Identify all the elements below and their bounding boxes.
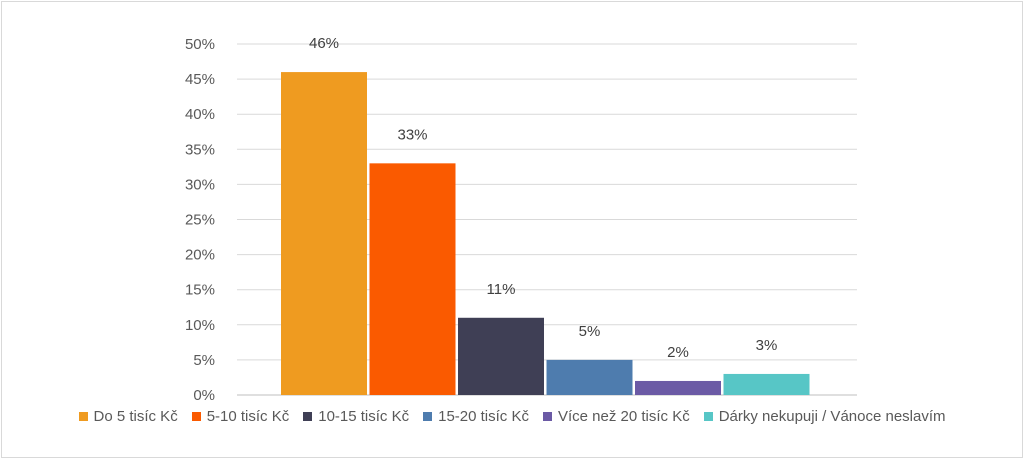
- bar: [723, 373, 810, 395]
- legend-item: 10-15 tisíc Kč: [303, 408, 409, 425]
- legend-item: 15-20 tisíc Kč: [423, 408, 529, 425]
- legend-swatch: [542, 412, 552, 421]
- legend-label: Do 5 tisíc Kč: [93, 408, 178, 425]
- y-tick-label: 10%: [185, 317, 215, 334]
- bar: [458, 317, 544, 395]
- data-label: 11%: [487, 281, 516, 298]
- y-tick-label: 50%: [185, 36, 215, 53]
- legend-label: Dárky nekupuji / Vánoce neslavím: [718, 408, 946, 425]
- y-tick-label: 35%: [185, 141, 215, 158]
- bar: [635, 380, 721, 395]
- y-tick-label: 20%: [185, 247, 215, 264]
- y-tick-label: 5%: [193, 352, 215, 369]
- y-tick-label: 15%: [185, 282, 215, 299]
- data-label: 5%: [579, 323, 601, 340]
- legend-item: Dárky nekupuji / Vánoce neslavím: [703, 408, 946, 425]
- bar: [546, 359, 633, 395]
- y-tick-label: 40%: [185, 106, 215, 123]
- legend-label: Více než 20 tisíc Kč: [557, 408, 690, 425]
- data-label: 2%: [667, 344, 689, 361]
- legend-swatch: [78, 412, 88, 421]
- legend-item: Více než 20 tisíc Kč: [542, 408, 690, 425]
- bar: [369, 163, 456, 395]
- data-label: 3%: [756, 337, 778, 354]
- legend-swatch: [191, 412, 201, 421]
- legend-item: 5-10 tisíc Kč: [191, 408, 290, 425]
- legend: Do 5 tisíc Kč 5-10 tisíc Kč 10-15 tisíc Kč…: [0, 408, 1024, 425]
- data-label: 46%: [309, 35, 339, 52]
- legend-label: 5-10 tisíc Kč: [206, 408, 290, 425]
- legend-label: 15-20 tisíc Kč: [438, 408, 529, 425]
- bar: [281, 72, 367, 395]
- legend-swatch: [303, 412, 313, 421]
- legend-item: Do 5 tisíc Kč: [78, 408, 178, 425]
- y-tick-label: 25%: [185, 212, 215, 229]
- y-tick-label: 0%: [193, 387, 215, 404]
- y-tick-label: 45%: [185, 71, 215, 88]
- data-label: 33%: [397, 126, 427, 143]
- legend-swatch: [423, 412, 433, 421]
- legend-label: 10-15 tisíc Kč: [318, 408, 410, 425]
- y-tick-label: 30%: [185, 176, 215, 193]
- legend-swatch: [703, 412, 713, 421]
